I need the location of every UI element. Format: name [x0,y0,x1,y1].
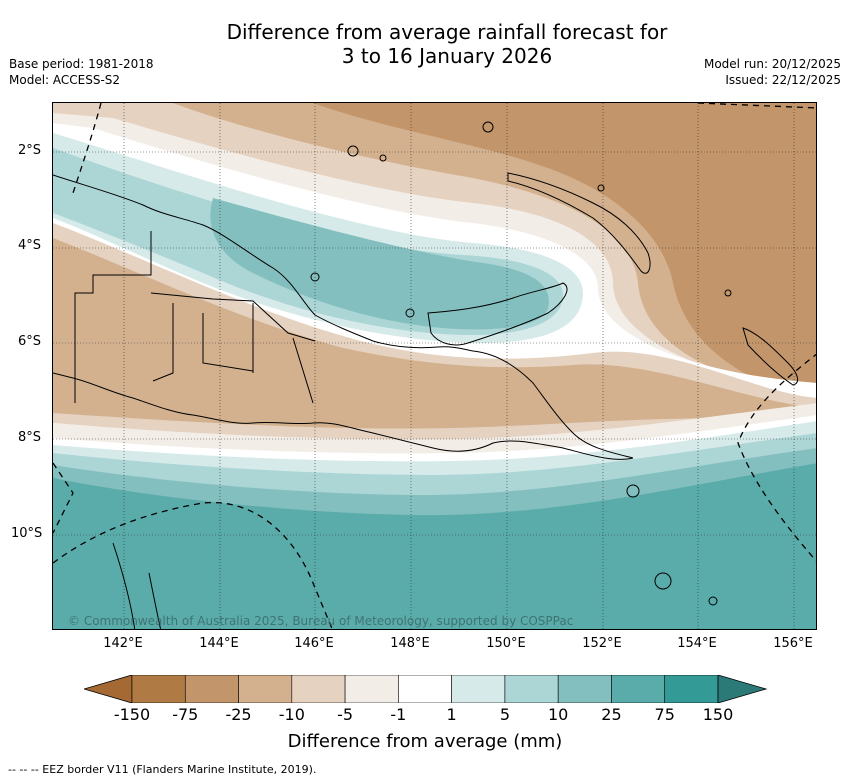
new-britain [427,282,568,346]
map-title: Difference from average rainfall forecas… [0,20,850,68]
coastlines [53,121,799,629]
bougainville [742,327,799,386]
lon-label-146e: 146°E [294,636,334,651]
colorbar-tick-label: 25 [601,705,622,724]
eez-east [737,353,816,562]
lat-label-2s: 2°S [18,143,42,158]
lon-label-154e: 154°E [677,636,717,651]
gridlines [53,103,816,629]
colorbar-cell [131,675,186,703]
png-south-coast [53,372,634,460]
colorbar-arrow-right [717,675,768,703]
colorbar-cell [344,675,399,703]
colorbar-cell [557,675,612,703]
eez-borders [53,103,816,629]
png-se-tip [472,350,634,459]
issued-date: Issued: 22/12/2025 [725,73,841,87]
lon-label-148e: 148°E [390,636,430,651]
model-run: Model run: 20/12/2025 [703,57,841,71]
eez-southwest [53,462,74,534]
cape-york [112,542,162,629]
colorbar-cell [291,675,346,703]
colorbar-tick-label: 10 [547,705,569,724]
colorbar-tick-label: -75 [172,705,199,724]
rainfall-map [52,102,817,630]
lon-label-144e: 144°E [199,636,239,651]
province-boundaries [150,292,316,404]
png-north-coast [53,174,474,352]
meta-left: Base period: 1981-2018 Model: ACCESS-S2 [9,56,154,88]
base-period: Base period: 1981-2018 [9,57,154,71]
band-south-wet-heavy [53,463,816,629]
colorbar-tick-label: -25 [225,705,252,724]
title-line-2: 3 to 16 January 2026 [341,44,553,68]
new-ireland [507,172,651,274]
lon-label-152e: 152°E [582,636,622,651]
lat-label-10s: 10°S [11,526,43,541]
colorbar-tick-label: 75 [654,705,675,724]
band-interior-moderate [53,238,816,429]
colorbar-label: Difference from average (mm) [287,731,563,752]
lon-label-156e: 156°E [773,636,813,651]
copyright-notice: © Commonwealth of Australia 2025, Bureau… [68,614,574,628]
colorbar [84,675,768,703]
wet-blob-strong [210,198,549,330]
model-name: Model: ACCESS-S2 [9,73,121,87]
colorbar-cell [611,675,666,703]
colorbar-cell [184,675,239,703]
eez-north-west [72,103,102,194]
eez-north-east [697,103,816,109]
lon-label-142e: 142°E [103,636,143,651]
colorbar-tick-label: -1 [390,705,407,724]
colorbar-tick-label: -150 [113,705,151,724]
colorbar-cell [664,675,719,703]
lon-label-150e: 150°E [486,636,526,651]
colorbar-cell [504,675,559,703]
lat-label-4s: 4°S [18,238,42,253]
eez-south [53,501,333,629]
colorbar-cell [238,675,293,703]
colorbar-tick-label: 5 [499,705,510,724]
lat-label-6s: 6°S [18,334,42,349]
colorbar-cells [131,675,719,703]
colorbar-cell [398,675,452,703]
colorbar-arrow-left [84,675,133,703]
colorbar-tick-label: 1 [446,705,457,724]
lat-label-8s: 8°S [18,430,42,445]
eez-legend-footer: -- -- -- EEZ border V11 (Flanders Marine… [8,763,317,776]
colorbar-tick-label: -5 [337,705,354,724]
colorbar-tick-label: 150 [702,705,734,724]
colorbar-tick-label: -10 [278,705,305,724]
png-border [74,231,152,403]
colorbar-cell [451,675,506,703]
meta-right: Model run: 20/12/2025 Issued: 22/12/2025 [704,56,841,88]
map-svg [53,103,816,629]
title-line-1: Difference from average rainfall forecas… [226,20,668,44]
